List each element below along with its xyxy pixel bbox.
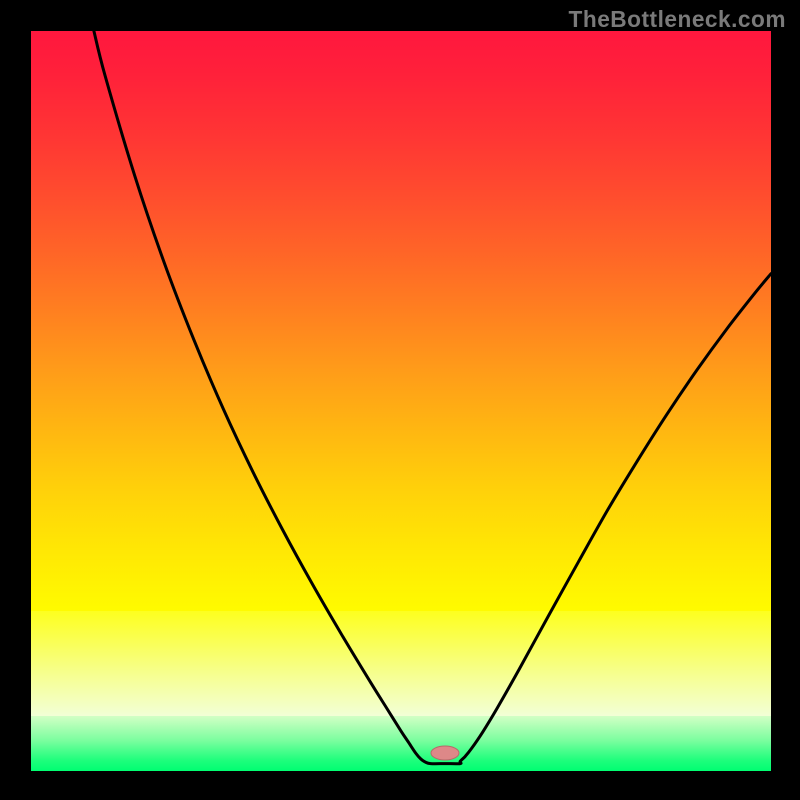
bottleneck-chart — [31, 31, 771, 771]
chart-stage: TheBottleneck.com — [0, 0, 800, 800]
watermark-text: TheBottleneck.com — [569, 6, 786, 33]
bottleneck-curve — [31, 31, 771, 771]
optimal-point-marker — [429, 744, 461, 762]
